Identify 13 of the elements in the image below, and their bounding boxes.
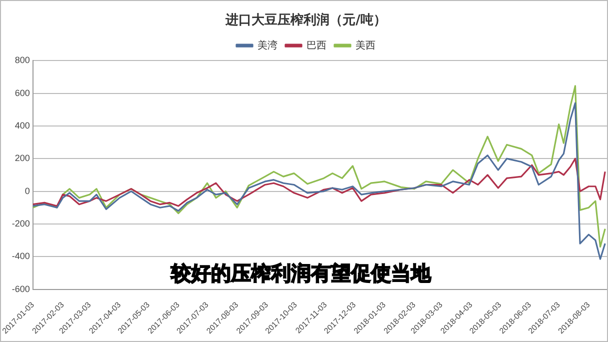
y-tick-label: 800 — [14, 55, 30, 66]
legend-label: 巴西 — [306, 40, 326, 52]
legend-label: 美西 — [356, 39, 376, 52]
y-tick-label: 0 — [24, 186, 30, 196]
y-tick-label: 200 — [14, 153, 30, 164]
y-tick-label: -400 — [12, 251, 30, 262]
y-tick-label: -600 — [12, 284, 30, 294]
chart-title: 进口大豆压榨利润（元/吨） — [224, 12, 386, 28]
annotation: 较好的压榨利润有望促使当地 — [171, 261, 431, 285]
y-tick-label: -200 — [12, 218, 30, 228]
legend-label: 美湾 — [258, 39, 278, 52]
y-tick-label: 600 — [14, 88, 30, 98]
y-tick-label: 400 — [14, 120, 30, 130]
